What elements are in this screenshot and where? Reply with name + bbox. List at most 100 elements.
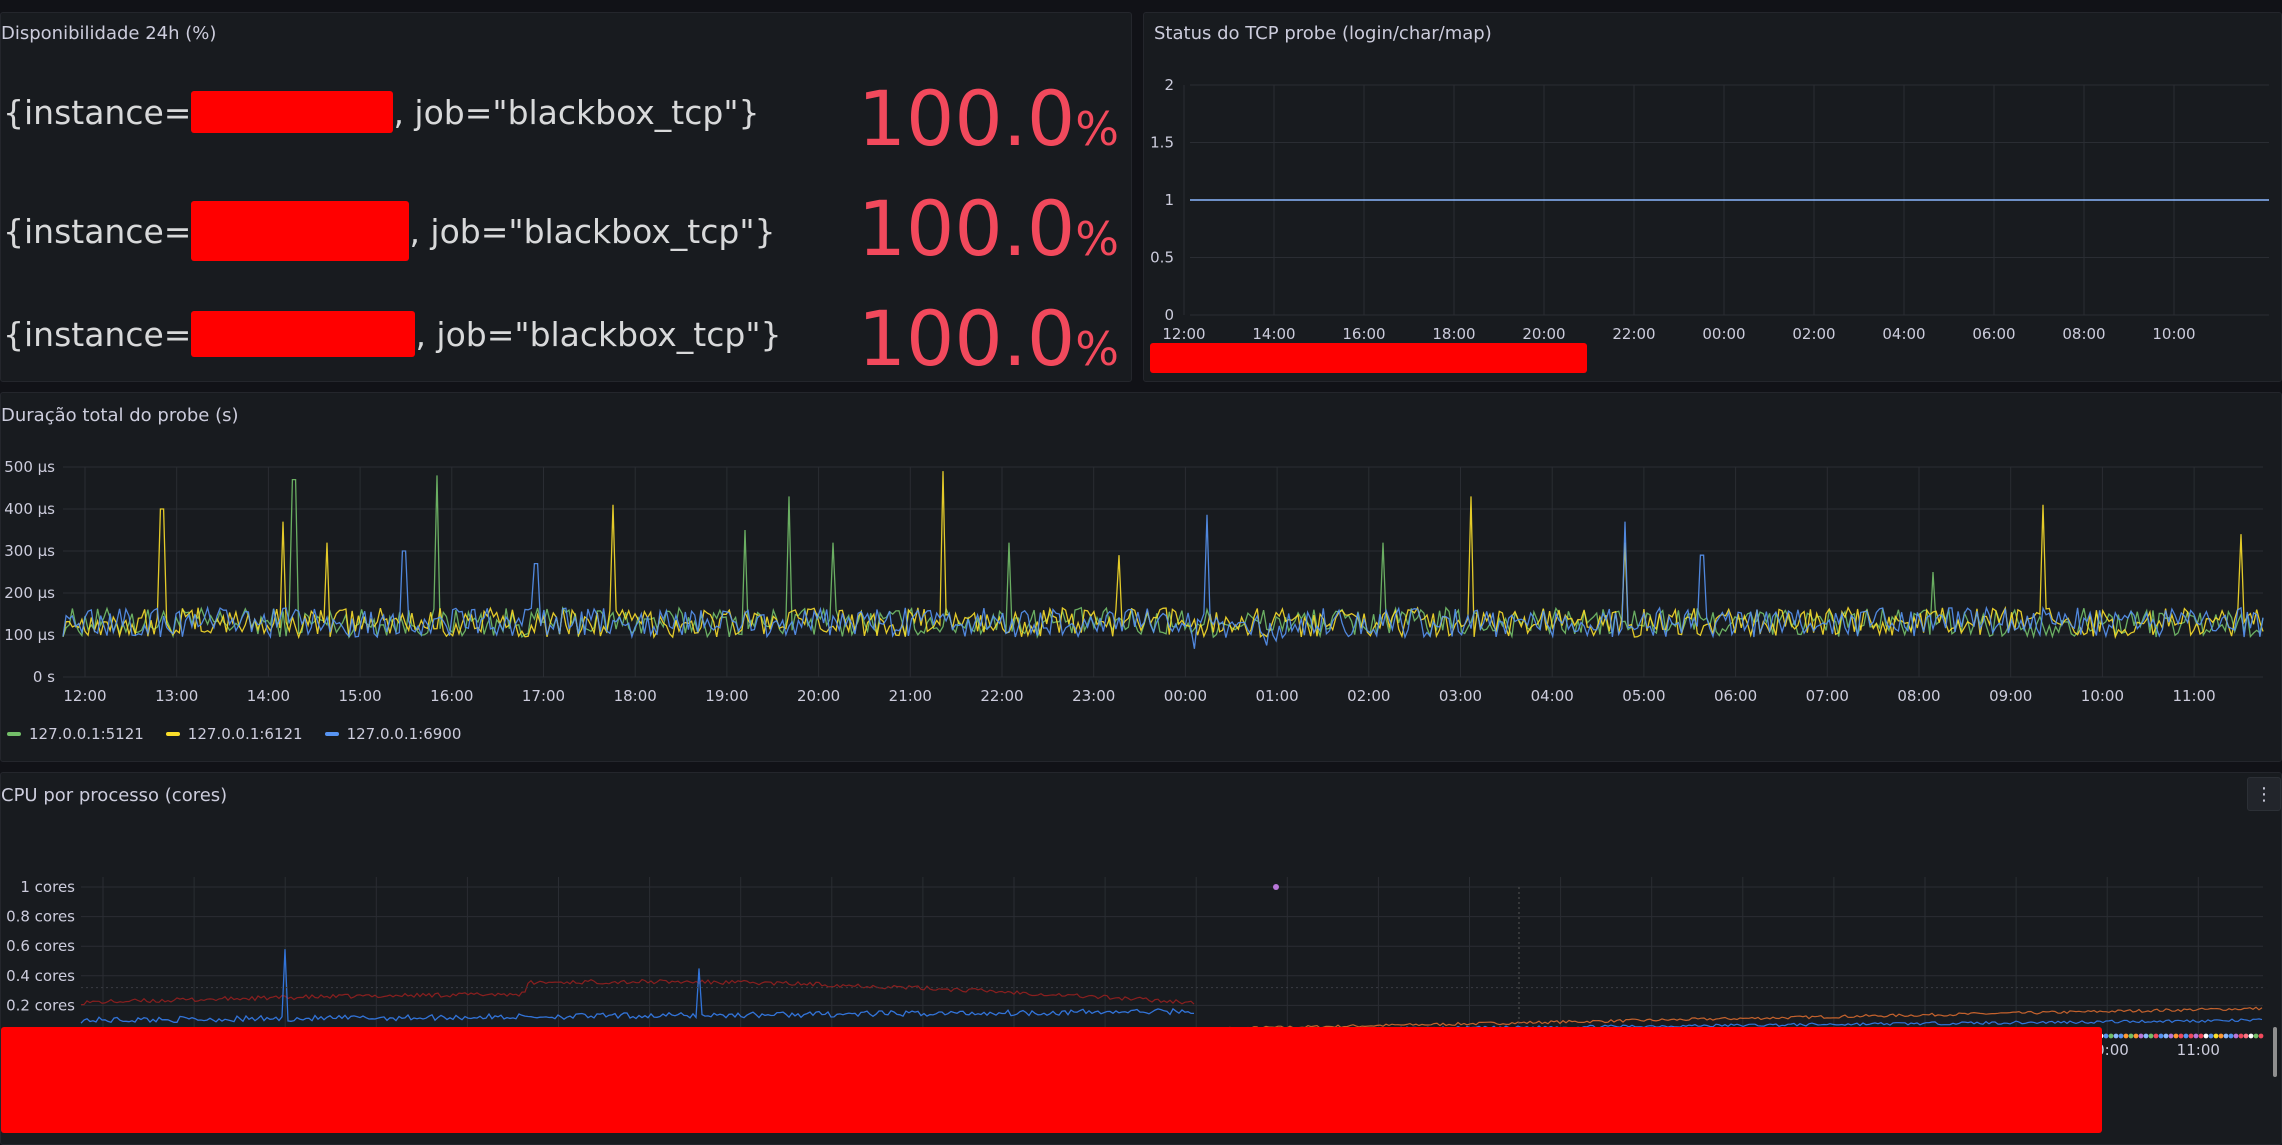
legend-swatch — [165, 732, 180, 736]
y-tick-label: 1 — [1164, 191, 1174, 209]
x-tick-label: 22:00 — [980, 687, 1023, 705]
x-tick-label: 10:00 — [2152, 325, 2195, 343]
y-tick-label: 1.5 — [1150, 134, 1174, 152]
x-tick-label: 09:00 — [1989, 687, 2032, 705]
y-tick-label: 100 µs — [4, 626, 55, 644]
x-tick-label: 11:00 — [2177, 1041, 2220, 1059]
y-tick-label: 0 s — [33, 668, 55, 686]
x-tick-label: 17:00 — [522, 687, 565, 705]
baseline-dot — [2128, 1033, 2134, 1039]
x-tick-label: 07:00 — [1806, 687, 1849, 705]
x-tick-label: 08:00 — [1897, 687, 1940, 705]
baseline-dot — [2183, 1033, 2189, 1039]
redacted-block — [191, 311, 416, 357]
series-line — [80, 949, 1194, 1024]
y-tick-label: 300 µs — [4, 542, 55, 560]
baseline-dot — [2178, 1033, 2184, 1039]
y-tick-label: 0.8 cores — [6, 908, 75, 926]
baseline-dot — [2138, 1033, 2144, 1039]
x-tick-label: 16:00 — [1342, 325, 1385, 343]
baseline-dot — [2248, 1033, 2254, 1039]
legend-item[interactable]: 127.0.0.1:6121 — [165, 725, 303, 743]
probe-duration-chart: 500 µs 400 µs 300 µs 200 µs 100 µs 0 s 12:00 13… — [4, 458, 2264, 705]
cpu-panel: CPU por processo (cores) ⋮ 1 cores 0.8 co… — [0, 772, 2282, 1145]
x-tick-label: 12:00 — [1162, 325, 1205, 343]
legend-scrollbar[interactable] — [2273, 1027, 2277, 1077]
x-tick-label: 20:00 — [797, 687, 840, 705]
baseline-dot — [2123, 1033, 2129, 1039]
x-tick-label: 06:00 — [1714, 687, 1757, 705]
redacted-legend — [1150, 343, 1587, 373]
tcp-status-panel: Status do TCP probe (login/char/map) 2 1.… — [1143, 12, 2282, 382]
stat-value: 100.0% — [857, 294, 1119, 382]
stat-label-suffix: , job="blackbox_tcp"} — [393, 92, 760, 132]
baseline-dot — [2243, 1033, 2249, 1039]
availability-title: Disponibilidade 24h (%) — [1, 23, 217, 44]
baseline-dot — [2198, 1033, 2204, 1039]
y-tick-label: 1 cores — [20, 878, 75, 896]
baseline-dot — [2108, 1033, 2114, 1039]
baseline-dot — [2188, 1033, 2194, 1039]
x-tick-label: 18:00 — [614, 687, 657, 705]
redacted-legend — [1, 1027, 2102, 1133]
stat-label-suffix: , job="blackbox_tcp"} — [409, 211, 776, 251]
baseline-dot — [2103, 1033, 2109, 1039]
baseline-dot — [2173, 1033, 2179, 1039]
x-tick-label: 06:00 — [1972, 325, 2015, 343]
baseline-dot — [2223, 1033, 2229, 1039]
x-tick-label: 14:00 — [247, 687, 290, 705]
baseline-dot — [2203, 1033, 2209, 1039]
stat-label-suffix: , job="blackbox_tcp"} — [415, 314, 782, 354]
x-tick-label: 10:00 — [2081, 687, 2124, 705]
availability-row-2: {instance= , job="blackbox_tcp"} 100.0% — [1, 179, 1131, 279]
redacted-block — [191, 91, 394, 133]
y-tick-label: 0.5 — [1150, 249, 1174, 267]
y-tick-label: 400 µs — [4, 500, 55, 518]
y-tick-label: 0 — [1164, 306, 1174, 324]
x-tick-label: 04:00 — [1531, 687, 1574, 705]
baseline-dot — [2228, 1033, 2234, 1039]
baseline-dot — [2208, 1033, 2214, 1039]
x-tick-label: 03:00 — [1439, 687, 1482, 705]
baseline-dot — [2158, 1033, 2164, 1039]
x-tick-label: 01:00 — [1255, 687, 1298, 705]
probe-legend: 127.0.0.1:5121 127.0.0.1:6121 127.0.0.1:… — [7, 725, 461, 743]
y-tick-label: 200 µs — [4, 584, 55, 602]
x-tick-label: 21:00 — [889, 687, 932, 705]
baseline-dot — [2168, 1033, 2174, 1039]
baseline-dot — [2118, 1033, 2124, 1039]
series-line — [1193, 1006, 2263, 1032]
legend-item[interactable]: 127.0.0.1:6900 — [324, 725, 461, 743]
x-tick-label: 00:00 — [1702, 325, 1745, 343]
series-line — [62, 471, 2264, 640]
legend-swatch — [7, 732, 21, 736]
y-tick-label: 2 — [1164, 76, 1174, 94]
x-tick-label: 11:00 — [2172, 687, 2215, 705]
x-tick-label: 13:00 — [155, 687, 198, 705]
probe-duration-panel: Duração total do probe (s) 500 µs 400 µs 3… — [0, 392, 2282, 762]
x-tick-label: 19:00 — [705, 687, 748, 705]
baseline-dot — [2213, 1033, 2219, 1039]
availability-panel: Disponibilidade 24h (%) {instance= , job… — [0, 12, 1132, 382]
baseline-dot — [2153, 1033, 2159, 1039]
baseline-dot — [2133, 1033, 2139, 1039]
baseline-dot — [2258, 1033, 2264, 1039]
x-tick-label: 04:00 — [1882, 325, 1925, 343]
stat-label-prefix: {instance= — [3, 314, 192, 354]
data-point — [1273, 884, 1279, 890]
x-tick-label: 08:00 — [2062, 325, 2105, 343]
stat-value: 100.0% — [857, 184, 1119, 273]
stat-value: 100.0% — [857, 74, 1119, 163]
panel-menu-button[interactable]: ⋮ — [2247, 777, 2281, 811]
baseline-dot — [2233, 1033, 2239, 1039]
cpu-title: CPU por processo (cores) — [1, 785, 228, 806]
legend-item[interactable]: 127.0.0.1:5121 — [7, 725, 144, 743]
vertical-ellipsis-icon: ⋮ — [2255, 783, 2273, 805]
y-tick-label: 0.6 cores — [6, 937, 75, 955]
x-tick-label: 23:00 — [1072, 687, 1115, 705]
x-tick-label: 05:00 — [1622, 687, 1665, 705]
baseline-dot — [2238, 1033, 2244, 1039]
x-tick-label: 02:00 — [1792, 325, 1835, 343]
stat-label-prefix: {instance= — [3, 211, 192, 251]
availability-row-1: {instance= , job="blackbox_tcp"} 100.0% — [1, 69, 1131, 169]
